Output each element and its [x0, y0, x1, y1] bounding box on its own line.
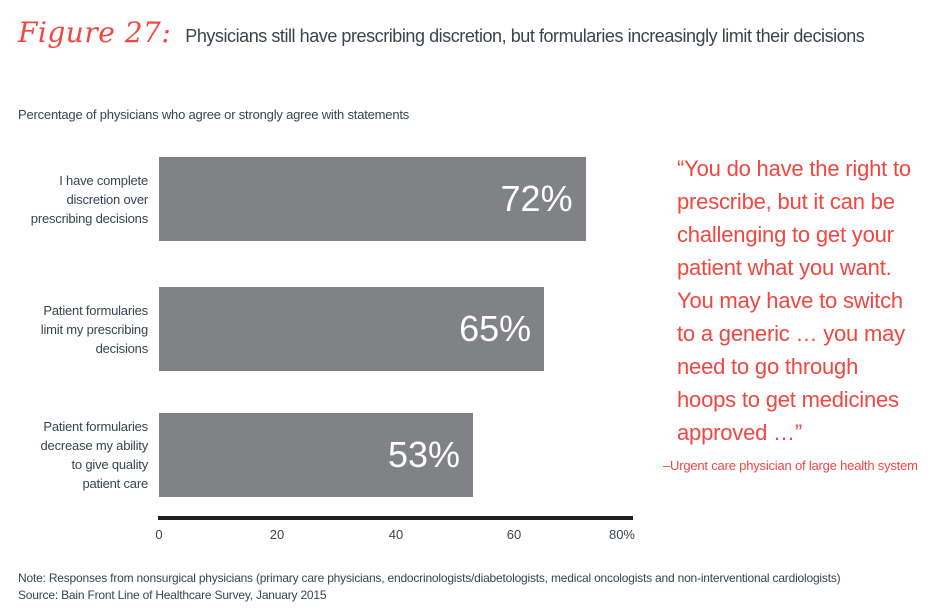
quote-attribution: –Urgent care physician of large health s… [663, 458, 918, 473]
bar-row: Patient formularies decrease my ability … [0, 413, 633, 497]
x-axis-line [158, 516, 633, 520]
bar-category-label: Patient formularies decrease my ability … [40, 419, 149, 491]
bar-category-label: Patient formularies limit my prescribing… [40, 302, 148, 356]
bar-row: I have complete discretion over prescrib… [0, 157, 633, 241]
bar-value-label: 53% [387, 434, 461, 475]
bar-label-cell: Patient formularies decrease my ability … [0, 413, 149, 497]
bar-row: Patient formularies limit my prescribing… [0, 287, 633, 371]
bar: 72% [159, 157, 586, 241]
figure-number-label: Figure 27: [18, 16, 172, 49]
x-axis-tick-label: 0 [155, 527, 163, 542]
bar-value-label: 65% [459, 308, 532, 349]
x-axis-tick-label: 80% [608, 527, 635, 542]
footer-notes: Note: Responses from nonsurgical physici… [18, 570, 841, 604]
bar-label-cell: Patient formularies limit my prescribing… [0, 287, 148, 371]
x-axis-tick-label: 60 [506, 527, 522, 542]
chart-subtitle: Percentage of physicians who agree or st… [18, 107, 410, 122]
x-axis-tick-label: 40 [388, 527, 404, 542]
bar-track: 72% [159, 157, 633, 241]
figure-header: Figure 27: Physicians still have prescri… [18, 16, 865, 49]
note-line: Note: Responses from nonsurgical physici… [18, 571, 841, 585]
source-line: Source: Bain Front Line of Healthcare Su… [18, 588, 327, 602]
bar-track: 65% [159, 287, 633, 371]
bar-track: 53% [159, 413, 633, 497]
bar-value-label: 72% [500, 178, 573, 219]
bar-label-cell: I have complete discretion over prescrib… [0, 157, 148, 241]
bar: 65% [159, 287, 545, 371]
bar: 53% [159, 413, 474, 497]
bar-category-label: I have complete discretion over prescrib… [30, 172, 148, 226]
pull-quote: “You do have the right to prescribe, but… [677, 156, 911, 445]
figure-title: Physicians still have prescribing discre… [185, 26, 865, 46]
x-axis-tick-label: 20 [269, 527, 285, 542]
